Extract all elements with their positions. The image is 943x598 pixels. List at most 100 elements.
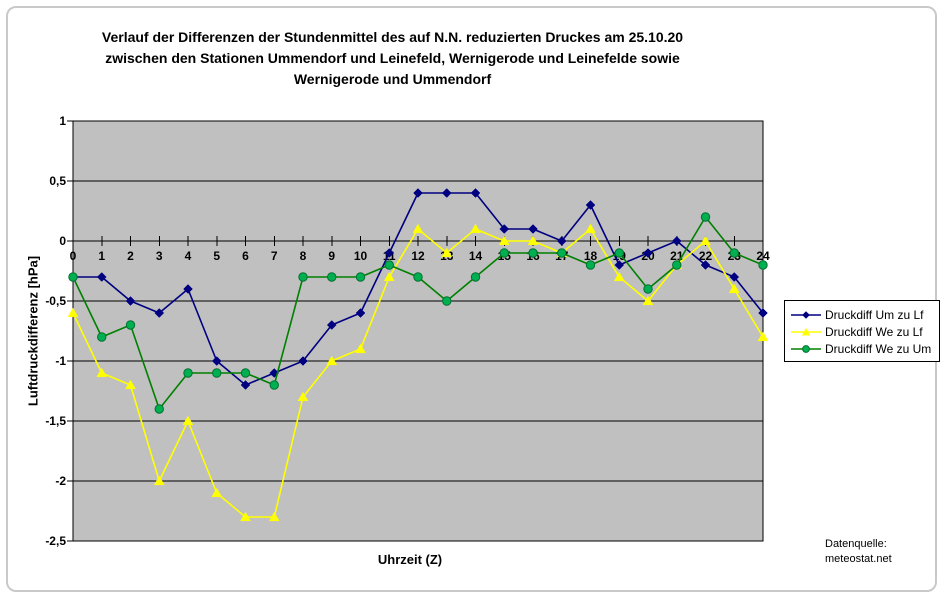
y-tick-label: 0 bbox=[59, 234, 66, 248]
diamond-marker bbox=[240, 380, 251, 390]
legend-label: Druckdiff We zu Um bbox=[825, 341, 932, 356]
y-tick-label: -2 bbox=[55, 474, 66, 488]
diamond-marker bbox=[384, 248, 395, 258]
diamond-marker bbox=[700, 260, 711, 270]
circle-marker bbox=[413, 272, 423, 282]
diamond-marker bbox=[614, 260, 625, 270]
triangle-marker bbox=[642, 295, 654, 306]
circle-marker bbox=[240, 368, 251, 378]
diamond-marker bbox=[441, 188, 452, 198]
triangle-marker bbox=[527, 235, 539, 246]
triangle-marker bbox=[383, 271, 395, 282]
x-tick-label: 6 bbox=[242, 249, 249, 263]
circle-marker bbox=[729, 248, 739, 258]
data-source-line: Datenquelle: bbox=[825, 538, 887, 550]
y-tick-label: 0,5 bbox=[49, 174, 66, 188]
diamond-marker bbox=[326, 320, 337, 330]
triangle-marker bbox=[728, 283, 740, 294]
diamond-marker bbox=[298, 356, 308, 366]
x-tick-label: 12 bbox=[411, 249, 425, 263]
triangle-marker bbox=[297, 391, 309, 402]
triangle-marker bbox=[498, 235, 510, 246]
triangle-marker bbox=[700, 235, 711, 246]
legend-item: Druckdiff Um zu Lf bbox=[785, 306, 939, 323]
plot-area bbox=[72, 120, 764, 542]
x-tick-label: 1 bbox=[98, 249, 105, 263]
triangle-marker bbox=[96, 367, 108, 378]
triangle-marker bbox=[355, 343, 366, 354]
y-axis-title: Luftdruckdifferenz [hPa] bbox=[25, 255, 41, 407]
circle-marker bbox=[557, 248, 567, 258]
diamond-marker bbox=[499, 224, 510, 234]
circle-marker bbox=[672, 260, 682, 270]
diamond-marker bbox=[528, 224, 538, 234]
x-tick-label: 2 bbox=[127, 249, 134, 263]
legend-box: Druckdiff Um zu Lf Druckdiff We zu Lf Druc… bbox=[784, 300, 940, 362]
x-tick-label: 8 bbox=[300, 249, 307, 263]
triangle-marker bbox=[412, 223, 424, 234]
diamond-marker bbox=[585, 200, 596, 210]
legend-label: Druckdiff We zu Lf bbox=[825, 324, 923, 339]
circle-marker bbox=[614, 248, 624, 258]
diamond-marker bbox=[413, 188, 423, 198]
chart-title-line: Verlauf der Differenzen der Stundenmitte… bbox=[101, 29, 684, 45]
x-tick-label: 5 bbox=[213, 249, 220, 263]
triangle-marker bbox=[125, 379, 136, 390]
y-tick-label: -1,5 bbox=[45, 414, 66, 428]
diamond-marker bbox=[211, 356, 222, 366]
diamond-marker bbox=[556, 236, 567, 246]
x-tick-label: 18 bbox=[584, 249, 598, 263]
y-tick-label: 1 bbox=[59, 114, 66, 128]
data-source-line: meteostat.net bbox=[825, 553, 892, 565]
x-tick-label: 9 bbox=[328, 249, 335, 263]
legend-label: Druckdiff Um zu Lf bbox=[825, 307, 924, 322]
legend-item: Druckdiff We zu Um bbox=[785, 340, 939, 357]
triangle-marker bbox=[153, 475, 165, 486]
y-tick-label: -1 bbox=[55, 354, 66, 368]
circle-marker bbox=[327, 272, 337, 282]
circle-marker bbox=[154, 404, 164, 414]
triangle-marker bbox=[240, 511, 251, 522]
chart-title-line: Wernigerode und Ummendorf bbox=[293, 71, 492, 87]
circle-marker bbox=[643, 284, 653, 294]
triangle-marker bbox=[441, 247, 453, 258]
legend-triangle-marker bbox=[791, 327, 821, 335]
diamond-marker bbox=[758, 308, 768, 318]
circle-marker bbox=[68, 272, 78, 282]
y-tick-label: -0,5 bbox=[45, 294, 66, 308]
x-tick-label: 0 bbox=[70, 249, 77, 263]
diamond-marker bbox=[355, 308, 366, 318]
chart-title-line: zwischen den Stationen Ummendorf und Lei… bbox=[105, 50, 680, 66]
chart-title: Verlauf der Differenzen der Stundenmitte… bbox=[0, 27, 785, 90]
x-tick-label: 4 bbox=[185, 249, 192, 263]
legend-circle-marker bbox=[791, 344, 821, 353]
circle-marker bbox=[528, 248, 538, 258]
circle-marker bbox=[585, 260, 596, 270]
triangle-marker bbox=[470, 223, 481, 234]
circle-marker bbox=[97, 332, 107, 342]
diamond-marker bbox=[729, 272, 740, 282]
circle-marker bbox=[700, 212, 711, 222]
triangle-marker bbox=[268, 511, 280, 522]
circle-marker bbox=[298, 272, 308, 282]
diamond-marker bbox=[154, 308, 165, 318]
y-tick-label: -2,5 bbox=[45, 534, 66, 548]
triangle-marker bbox=[757, 331, 769, 342]
circle-marker bbox=[499, 248, 509, 258]
circle-marker bbox=[384, 260, 394, 270]
triangle-marker bbox=[326, 355, 338, 366]
circle-marker bbox=[442, 296, 452, 306]
x-tick-label: 22 bbox=[699, 249, 713, 263]
x-tick-label: 3 bbox=[156, 249, 163, 263]
x-axis-title: Uhrzeit (Z) bbox=[377, 552, 443, 567]
x-tick-label: 10 bbox=[354, 249, 368, 263]
diamond-marker bbox=[643, 248, 653, 258]
circle-marker bbox=[269, 380, 279, 390]
x-tick-label: 14 bbox=[469, 249, 483, 263]
triangle-marker bbox=[585, 223, 596, 234]
legend-item: Druckdiff We zu Lf bbox=[785, 323, 939, 340]
triangle-marker bbox=[67, 307, 79, 318]
circle-marker bbox=[355, 272, 366, 282]
diamond-marker bbox=[96, 272, 107, 282]
